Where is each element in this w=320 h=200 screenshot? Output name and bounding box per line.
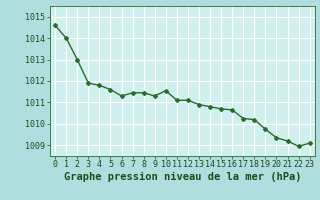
- X-axis label: Graphe pression niveau de la mer (hPa): Graphe pression niveau de la mer (hPa): [64, 172, 301, 182]
